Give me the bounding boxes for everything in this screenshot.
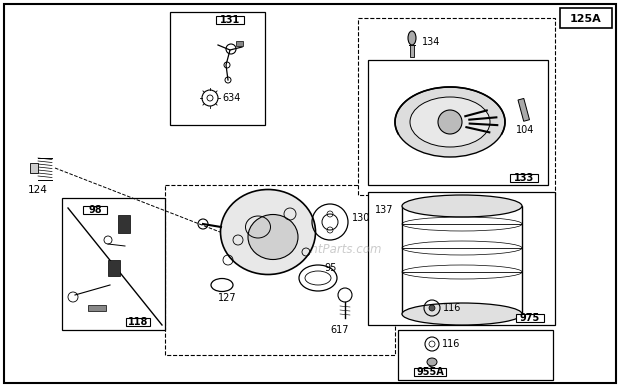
Bar [402, 206, 522, 314]
Bar [510, 174, 538, 182]
Bar [518, 98, 529, 121]
Bar [30, 163, 38, 173]
Bar [216, 16, 244, 24]
Bar [560, 8, 612, 28]
Text: 134: 134 [422, 37, 440, 47]
Bar [516, 314, 544, 322]
Bar [108, 260, 120, 276]
Text: 975: 975 [520, 313, 540, 323]
Circle shape [438, 110, 462, 134]
Bar [236, 41, 243, 46]
Text: 116: 116 [442, 339, 461, 349]
Bar [118, 215, 130, 233]
Text: 95: 95 [324, 263, 337, 273]
Ellipse shape [402, 195, 522, 217]
Bar [358, 18, 555, 195]
Ellipse shape [395, 87, 505, 157]
Ellipse shape [427, 358, 437, 366]
Ellipse shape [221, 190, 316, 274]
Text: 634: 634 [222, 93, 241, 103]
Circle shape [429, 305, 435, 311]
Bar [368, 60, 548, 185]
Text: 137: 137 [375, 205, 394, 215]
Text: 124: 124 [28, 185, 48, 195]
Text: 116: 116 [443, 303, 461, 313]
Bar [414, 368, 446, 376]
Bar [368, 192, 555, 325]
Ellipse shape [408, 31, 416, 45]
Text: 617: 617 [330, 325, 348, 335]
Bar [83, 206, 107, 214]
Text: 133: 133 [514, 173, 534, 183]
Text: 4ReplacementParts.com: 4ReplacementParts.com [237, 243, 383, 257]
Text: 125A: 125A [570, 14, 602, 24]
Bar [165, 185, 395, 355]
Text: 118: 118 [128, 317, 148, 327]
Text: 131: 131 [220, 15, 240, 25]
Bar [410, 45, 414, 57]
Ellipse shape [402, 303, 522, 325]
Ellipse shape [410, 97, 490, 147]
Bar [170, 12, 265, 125]
Bar [398, 330, 553, 380]
Text: 130: 130 [352, 213, 370, 223]
Text: 955A: 955A [416, 367, 444, 377]
Text: 98: 98 [88, 205, 102, 215]
Ellipse shape [248, 214, 298, 260]
Bar [88, 305, 106, 311]
Bar [62, 198, 165, 330]
Text: 104: 104 [516, 125, 534, 135]
Bar [126, 318, 150, 326]
Text: 127: 127 [218, 293, 237, 303]
